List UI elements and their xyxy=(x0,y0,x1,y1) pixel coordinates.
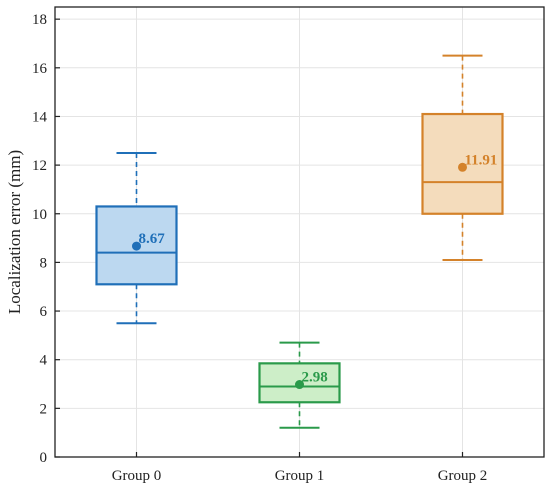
y-tick-label: 10 xyxy=(32,207,47,223)
x-tick-label: Group 1 xyxy=(275,468,325,484)
y-tick-label: 0 xyxy=(40,450,48,466)
mean-label: 11.91 xyxy=(465,152,498,168)
y-tick-label: 16 xyxy=(32,61,48,77)
box-group-2: 11.91 xyxy=(421,54,504,261)
mean-marker xyxy=(132,241,141,251)
x-tick-label: Group 0 xyxy=(112,468,162,484)
y-axis-label: Localization error (mm) xyxy=(5,150,24,314)
y-axis-ticks: 0 2 4 6 8 10 12 14 16 18 xyxy=(32,12,60,466)
box-group-0: 8.67 xyxy=(95,151,178,325)
x-tick-label: Group 2 xyxy=(438,468,488,484)
x-axis-ticks: Group 0 Group 1 Group 2 xyxy=(112,452,488,484)
box-group-1: 2.98 xyxy=(258,341,341,429)
y-tick-label: 2 xyxy=(40,401,48,417)
mean-marker xyxy=(295,380,304,390)
boxes: 8.67 2.98 11.91 xyxy=(95,54,504,429)
y-tick-label: 6 xyxy=(40,304,48,320)
mean-label: 8.67 xyxy=(139,231,166,247)
y-tick-label: 14 xyxy=(32,109,48,125)
y-tick-label: 4 xyxy=(40,353,48,369)
y-tick-label: 8 xyxy=(40,255,48,271)
mean-label: 2.98 xyxy=(302,370,328,386)
mean-marker xyxy=(458,162,467,172)
y-tick-label: 18 xyxy=(32,12,47,28)
y-tick-label: 12 xyxy=(32,158,47,174)
